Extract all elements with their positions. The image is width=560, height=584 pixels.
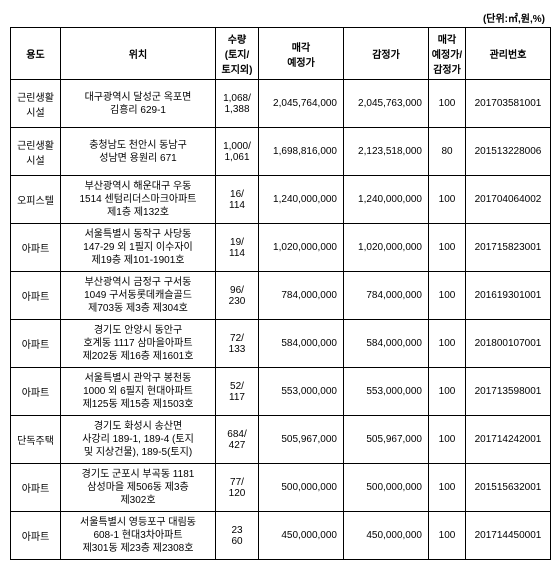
table-row: 아파트서울특별시 영등포구 대림동608-1 현대3차아파트제301동 제23층… <box>11 512 551 560</box>
table-row: 아파트경기도 군포시 부곡동 1181삼성마을 제506동 제3층제302호77… <box>11 464 551 512</box>
cell-use: 아파트 <box>11 464 61 512</box>
cell-mgmt-no: 201714450001 <box>466 512 551 560</box>
cell-location: 충청남도 천안시 동남구성남면 용원리 671 <box>61 128 216 176</box>
cell-location: 경기도 군포시 부곡동 1181삼성마을 제506동 제3층제302호 <box>61 464 216 512</box>
cell-sale-price: 1,240,000,000 <box>259 176 344 224</box>
cell-appraisal: 553,000,000 <box>344 368 429 416</box>
cell-sale-price: 500,000,000 <box>259 464 344 512</box>
header-mgmt-no: 관리번호 <box>466 28 551 80</box>
cell-mgmt-no: 201515632001 <box>466 464 551 512</box>
cell-sale-price: 2,045,764,000 <box>259 80 344 128</box>
cell-ratio: 100 <box>429 80 466 128</box>
cell-location: 서울특별시 영등포구 대림동608-1 현대3차아파트제301동 제23층 제2… <box>61 512 216 560</box>
cell-quantity: 1,068/1,388 <box>216 80 259 128</box>
header-sale-price: 매각예정가 <box>259 28 344 80</box>
cell-ratio: 100 <box>429 320 466 368</box>
cell-appraisal: 1,240,000,000 <box>344 176 429 224</box>
cell-ratio: 100 <box>429 224 466 272</box>
cell-appraisal: 450,000,000 <box>344 512 429 560</box>
property-table: 용도 위치 수량(토지/토지외) 매각예정가 감정가 매각예정가/감정가 관리번… <box>10 27 551 560</box>
cell-sale-price: 1,020,000,000 <box>259 224 344 272</box>
cell-sale-price: 784,000,000 <box>259 272 344 320</box>
cell-mgmt-no: 201619301001 <box>466 272 551 320</box>
cell-location: 경기도 화성시 송산면사강리 189-1, 189-4 (토지및 지상건물), … <box>61 416 216 464</box>
table-row: 오피스텔부산광역시 해운대구 우동1514 센텀리더스마크아파트제1층 제132… <box>11 176 551 224</box>
header-location: 위치 <box>61 28 216 80</box>
cell-use: 아파트 <box>11 320 61 368</box>
cell-sale-price: 505,967,000 <box>259 416 344 464</box>
table-row: 근린생활시설대구광역시 달성군 옥포면김흥리 629-11,068/1,3882… <box>11 80 551 128</box>
cell-use: 단독주택 <box>11 416 61 464</box>
cell-mgmt-no: 201713598001 <box>466 368 551 416</box>
cell-location: 대구광역시 달성군 옥포면김흥리 629-1 <box>61 80 216 128</box>
cell-quantity: 77/120 <box>216 464 259 512</box>
cell-sale-price: 553,000,000 <box>259 368 344 416</box>
table-row: 근린생활시설충청남도 천안시 동남구성남면 용원리 6711,000/1,061… <box>11 128 551 176</box>
cell-appraisal: 500,000,000 <box>344 464 429 512</box>
cell-location: 부산광역시 금정구 구서동1049 구서동롯데캐슬골드제703동 제3층 제30… <box>61 272 216 320</box>
table-body: 근린생활시설대구광역시 달성군 옥포면김흥리 629-11,068/1,3882… <box>11 80 551 560</box>
cell-ratio: 100 <box>429 512 466 560</box>
cell-quantity: 2360 <box>216 512 259 560</box>
cell-ratio: 100 <box>429 464 466 512</box>
cell-mgmt-no: 201714242001 <box>466 416 551 464</box>
cell-location: 서울특별시 관악구 봉천동1000 외 6필지 현대아파트제125동 제15층 … <box>61 368 216 416</box>
cell-ratio: 80 <box>429 128 466 176</box>
cell-mgmt-no: 201513228006 <box>466 128 551 176</box>
cell-location: 부산광역시 해운대구 우동1514 센텀리더스마크아파트제1층 제132호 <box>61 176 216 224</box>
table-row: 단독주택경기도 화성시 송산면사강리 189-1, 189-4 (토지및 지상건… <box>11 416 551 464</box>
cell-ratio: 100 <box>429 416 466 464</box>
cell-quantity: 96/230 <box>216 272 259 320</box>
cell-quantity: 1,000/1,061 <box>216 128 259 176</box>
cell-sale-price: 1,698,816,000 <box>259 128 344 176</box>
cell-use: 오피스텔 <box>11 176 61 224</box>
table-row: 아파트경기도 안양시 동안구호계동 1117 삼마을아파트제202동 제16층 … <box>11 320 551 368</box>
unit-label: (단위:㎡,원,%) <box>10 10 550 25</box>
cell-ratio: 100 <box>429 176 466 224</box>
cell-quantity: 16/114 <box>216 176 259 224</box>
header-use: 용도 <box>11 28 61 80</box>
cell-quantity: 72/133 <box>216 320 259 368</box>
cell-sale-price: 450,000,000 <box>259 512 344 560</box>
cell-appraisal: 2,123,518,000 <box>344 128 429 176</box>
cell-use: 근린생활시설 <box>11 80 61 128</box>
cell-mgmt-no: 201704064002 <box>466 176 551 224</box>
cell-mgmt-no: 201800107001 <box>466 320 551 368</box>
cell-location: 서울특별시 동작구 사당동147-29 외 1필지 이수자이제19층 제101-… <box>61 224 216 272</box>
cell-ratio: 100 <box>429 272 466 320</box>
table-row: 아파트서울특별시 동작구 사당동147-29 외 1필지 이수자이제19층 제1… <box>11 224 551 272</box>
cell-use: 아파트 <box>11 272 61 320</box>
cell-sale-price: 584,000,000 <box>259 320 344 368</box>
cell-appraisal: 784,000,000 <box>344 272 429 320</box>
cell-appraisal: 584,000,000 <box>344 320 429 368</box>
cell-appraisal: 2,045,763,000 <box>344 80 429 128</box>
cell-mgmt-no: 201715823001 <box>466 224 551 272</box>
table-row: 아파트서울특별시 관악구 봉천동1000 외 6필지 현대아파트제125동 제1… <box>11 368 551 416</box>
cell-use: 아파트 <box>11 368 61 416</box>
cell-mgmt-no: 201703581001 <box>466 80 551 128</box>
cell-location: 경기도 안양시 동안구호계동 1117 삼마을아파트제202동 제16층 제16… <box>61 320 216 368</box>
header-row: 용도 위치 수량(토지/토지외) 매각예정가 감정가 매각예정가/감정가 관리번… <box>11 28 551 80</box>
header-appraisal: 감정가 <box>344 28 429 80</box>
cell-appraisal: 1,020,000,000 <box>344 224 429 272</box>
cell-use: 아파트 <box>11 512 61 560</box>
cell-quantity: 52/117 <box>216 368 259 416</box>
cell-quantity: 684/427 <box>216 416 259 464</box>
header-quantity: 수량(토지/토지외) <box>216 28 259 80</box>
cell-use: 아파트 <box>11 224 61 272</box>
table-row: 아파트부산광역시 금정구 구서동1049 구서동롯데캐슬골드제703동 제3층 … <box>11 272 551 320</box>
header-ratio: 매각예정가/감정가 <box>429 28 466 80</box>
cell-use: 근린생활시설 <box>11 128 61 176</box>
cell-ratio: 100 <box>429 368 466 416</box>
cell-appraisal: 505,967,000 <box>344 416 429 464</box>
cell-quantity: 19/114 <box>216 224 259 272</box>
